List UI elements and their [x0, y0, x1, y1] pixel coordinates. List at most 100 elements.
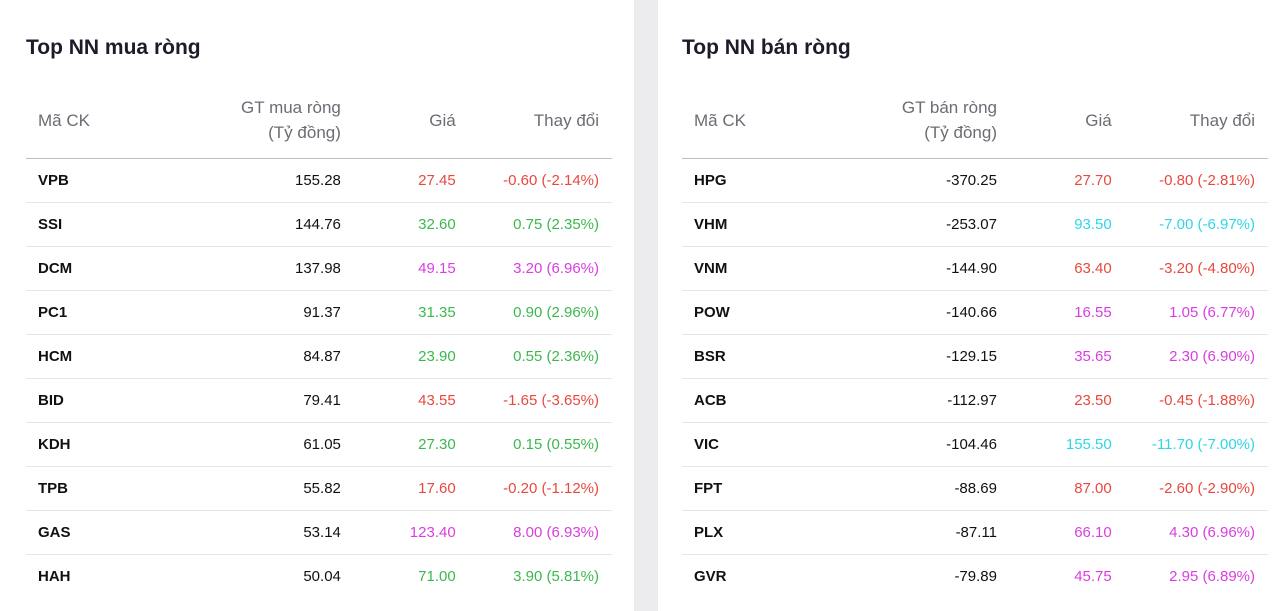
cell-code[interactable]: GAS: [26, 510, 156, 555]
cell-price: 66.10: [996, 510, 1112, 555]
top-buy-title: Top NN mua ròng: [26, 36, 201, 59]
table-row[interactable]: VPB 155.28 27.45 -0.60 (-2.14%): [26, 158, 612, 203]
cell-value: 61.05: [155, 422, 341, 467]
cell-code[interactable]: HPG: [682, 158, 812, 203]
table-row[interactable]: POW -140.66 16.55 1.05 (6.77%): [682, 290, 1268, 335]
cell-value: -144.90: [811, 246, 997, 291]
table-header-row: Mã CK GT mua ròng (Tỷ đồng) Giá Thay đổi: [26, 82, 612, 159]
table-row[interactable]: VHM -253.07 93.50 -7.00 (-6.97%): [682, 202, 1268, 247]
cell-price: 35.65: [996, 334, 1112, 379]
cell-code[interactable]: ACB: [682, 378, 812, 423]
cell-code[interactable]: PLX: [682, 510, 812, 555]
cell-price: 32.60: [340, 202, 456, 247]
cell-change: -7.00 (-6.97%): [1111, 202, 1268, 247]
cell-code[interactable]: BID: [26, 378, 156, 423]
cell-code[interactable]: HCM: [26, 334, 156, 379]
table-row[interactable]: ACB -112.97 23.50 -0.45 (-1.88%): [682, 378, 1268, 423]
cell-price: 27.30: [340, 422, 456, 467]
cell-code[interactable]: HAH: [38, 568, 71, 585]
cell-value: 50.04: [303, 568, 341, 585]
col-header-value-line2: (Tỷ đồng): [924, 123, 997, 142]
table-row[interactable]: HPG -370.25 27.70 -0.80 (-2.81%): [682, 158, 1268, 203]
col-header-value[interactable]: GT mua ròng (Tỷ đồng): [155, 82, 341, 159]
table-row[interactable]: TPB 55.82 17.60 -0.20 (-1.12%): [26, 466, 612, 511]
table-row[interactable]: GVR -79.89 45.75 2.95 (6.89%): [682, 555, 1268, 599]
cell-change: 0.90 (2.96%): [455, 290, 612, 335]
cell-code[interactable]: KDH: [26, 422, 156, 467]
col-header-value-line2: (Tỷ đồng): [268, 123, 341, 142]
table-row[interactable]: BID 79.41 43.55 -1.65 (-3.65%): [26, 378, 612, 423]
cell-value: -79.89: [954, 568, 997, 585]
cell-price: 17.60: [340, 466, 456, 511]
cell-price: 71.00: [418, 568, 456, 585]
table-row[interactable]: BSR -129.15 35.65 2.30 (6.90%): [682, 334, 1268, 379]
cell-value: -253.07: [811, 202, 997, 247]
cell-change: 3.20 (6.96%): [455, 246, 612, 291]
cell-code[interactable]: GVR: [694, 568, 727, 585]
cell-price: 49.15: [340, 246, 456, 291]
col-header-code[interactable]: Mã CK: [682, 82, 812, 159]
cell-change: -1.65 (-3.65%): [455, 378, 612, 423]
table-row[interactable]: FPT -88.69 87.00 -2.60 (-2.90%): [682, 466, 1268, 511]
cell-change: 0.15 (0.55%): [455, 422, 612, 467]
col-header-value[interactable]: GT bán ròng (Tỷ đồng): [811, 82, 997, 159]
cell-change: 2.95 (6.89%): [1169, 568, 1255, 585]
cell-code[interactable]: DCM: [26, 246, 156, 291]
cell-price: 27.70: [996, 158, 1112, 203]
table-row[interactable]: PC1 91.37 31.35 0.90 (2.96%): [26, 290, 612, 335]
table-row[interactable]: DCM 137.98 49.15 3.20 (6.96%): [26, 246, 612, 291]
table-row[interactable]: GAS 53.14 123.40 8.00 (6.93%): [26, 510, 612, 555]
table-row[interactable]: KDH 61.05 27.30 0.15 (0.55%): [26, 422, 612, 467]
cell-change: -0.45 (-1.88%): [1111, 378, 1268, 423]
col-header-change[interactable]: Thay đổi: [455, 82, 612, 159]
cell-change: 2.30 (6.90%): [1111, 334, 1268, 379]
table-row[interactable]: PLX -87.11 66.10 4.30 (6.96%): [682, 510, 1268, 555]
col-header-value-line1: GT bán ròng: [901, 98, 997, 117]
cell-code[interactable]: SSI: [26, 202, 156, 247]
cell-price: 16.55: [996, 290, 1112, 335]
col-header-code[interactable]: Mã CK: [26, 82, 156, 159]
col-header-change[interactable]: Thay đổi: [1111, 82, 1268, 159]
cell-change: 3.90 (5.81%): [513, 568, 599, 585]
top-sell-table: Mã CK GT bán ròng (Tỷ đồng) Giá Thay đổi…: [682, 82, 1268, 598]
cell-code[interactable]: TPB: [26, 466, 156, 511]
table-row[interactable]: VIC -104.46 155.50 -11.70 (-7.00%): [682, 422, 1268, 467]
top-buy-panel: Top NN mua ròng Mã CK GT mua ròng (Tỷ đồ…: [0, 0, 634, 611]
cell-code[interactable]: FPT: [682, 466, 812, 511]
col-header-price[interactable]: Giá: [340, 82, 456, 159]
table-row[interactable]: VNM -144.90 63.40 -3.20 (-4.80%): [682, 246, 1268, 291]
cell-change: -3.20 (-4.80%): [1111, 246, 1268, 291]
top-sell-panel: Top NN bán ròng Mã CK GT bán ròng (Tỷ đồ…: [658, 0, 1280, 611]
cell-code[interactable]: VNM: [682, 246, 812, 291]
col-header-price[interactable]: Giá: [996, 82, 1112, 159]
cell-change: 0.55 (2.36%): [455, 334, 612, 379]
cell-code[interactable]: VHM: [682, 202, 812, 247]
cell-price: 123.40: [340, 510, 456, 555]
table-row[interactable]: HAH 50.04 71.00 3.90 (5.81%): [26, 555, 612, 599]
cell-value: 84.87: [155, 334, 341, 379]
top-sell-rows: HPG -370.25 27.70 -0.80 (-2.81%) VHM -253.07 9…: [682, 158, 1268, 599]
cell-change: -0.20 (-1.12%): [455, 466, 612, 511]
cell-value: 155.28: [155, 158, 341, 203]
cell-change: -11.70 (-7.00%): [1111, 422, 1268, 467]
cell-code[interactable]: PC1: [26, 290, 156, 335]
cell-value: 91.37: [155, 290, 341, 335]
col-header-value-line1: GT mua ròng: [241, 98, 341, 117]
cell-value: -140.66: [811, 290, 997, 335]
cell-value: -129.15: [811, 334, 997, 379]
cell-code[interactable]: VPB: [26, 158, 156, 203]
cell-code[interactable]: POW: [682, 290, 812, 335]
cell-price: 87.00: [996, 466, 1112, 511]
cell-value: -370.25: [811, 158, 997, 203]
cell-price: 63.40: [996, 246, 1112, 291]
table-row[interactable]: HCM 84.87 23.90 0.55 (2.36%): [26, 334, 612, 379]
top-buy-table: Mã CK GT mua ròng (Tỷ đồng) Giá Thay đổi…: [26, 82, 612, 598]
cell-price: 27.45: [340, 158, 456, 203]
cell-value: -87.11: [811, 510, 997, 555]
cell-code[interactable]: BSR: [682, 334, 812, 379]
cell-code[interactable]: VIC: [682, 422, 812, 467]
table-row[interactable]: SSI 144.76 32.60 0.75 (2.35%): [26, 202, 612, 247]
cell-change: -0.80 (-2.81%): [1111, 158, 1268, 203]
cell-value: -104.46: [811, 422, 997, 467]
table-header-row: Mã CK GT bán ròng (Tỷ đồng) Giá Thay đổi: [682, 82, 1268, 159]
